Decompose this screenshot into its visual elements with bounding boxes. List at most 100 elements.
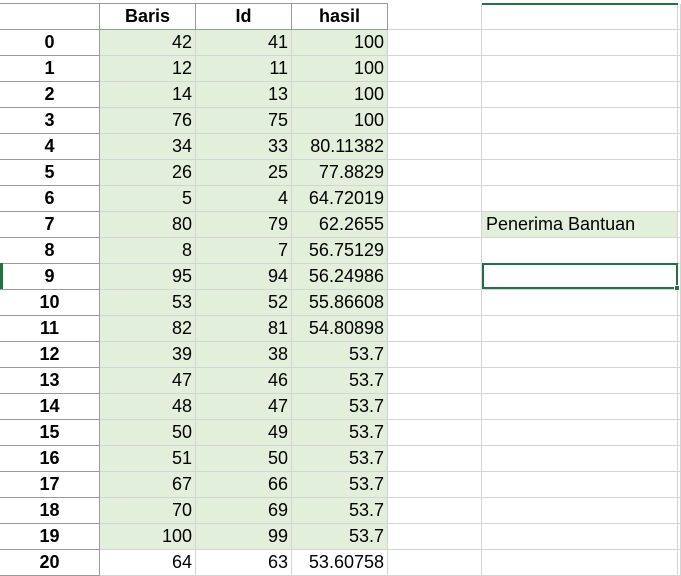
cell-baris[interactable]: 95: [100, 264, 196, 290]
cell-empty[interactable]: [388, 342, 482, 368]
cell-hasil[interactable]: 100: [292, 56, 388, 82]
cell-empty[interactable]: [482, 108, 678, 134]
cell-baris[interactable]: 47: [100, 368, 196, 394]
cell-id[interactable]: 47: [196, 394, 292, 420]
cell-baris[interactable]: 48: [100, 394, 196, 420]
cell-baris[interactable]: 64: [100, 550, 196, 576]
fill-handle[interactable]: [674, 285, 680, 291]
cell-empty[interactable]: [482, 30, 678, 56]
cell-hasil[interactable]: 53.7: [292, 342, 388, 368]
cell-hasil[interactable]: 64.72019: [292, 186, 388, 212]
cell-baris[interactable]: 39: [100, 342, 196, 368]
cell-id[interactable]: 4: [196, 186, 292, 212]
row-index[interactable]: 7: [0, 212, 100, 238]
cell-empty[interactable]: [388, 524, 482, 550]
cell-empty[interactable]: [482, 134, 678, 160]
cell-empty[interactable]: [482, 524, 678, 550]
cell-empty[interactable]: [388, 56, 482, 82]
cell-id[interactable]: 75: [196, 108, 292, 134]
cell-baris[interactable]: 67: [100, 472, 196, 498]
cell-empty[interactable]: [482, 446, 678, 472]
cell-empty[interactable]: [388, 82, 482, 108]
cell-empty[interactable]: [482, 82, 678, 108]
cell-empty[interactable]: [482, 394, 678, 420]
cell-empty[interactable]: [388, 290, 482, 316]
cell-id[interactable]: 94: [196, 264, 292, 290]
cell-id[interactable]: 52: [196, 290, 292, 316]
cell-empty[interactable]: [482, 238, 678, 264]
row-index[interactable]: 2: [0, 82, 100, 108]
header-empty[interactable]: [482, 4, 678, 30]
cell-empty[interactable]: [482, 160, 678, 186]
cell-baris[interactable]: 26: [100, 160, 196, 186]
cell-empty[interactable]: [388, 264, 482, 290]
cell-empty[interactable]: [388, 212, 482, 238]
cell-hasil[interactable]: 62.2655: [292, 212, 388, 238]
cell-empty[interactable]: [388, 498, 482, 524]
cell-hasil[interactable]: 53.7: [292, 472, 388, 498]
cell-id[interactable]: 79: [196, 212, 292, 238]
cell-id[interactable]: 41: [196, 30, 292, 56]
cell-baris[interactable]: 50: [100, 420, 196, 446]
row-index[interactable]: 20: [0, 550, 100, 576]
header-id[interactable]: Id: [196, 4, 292, 30]
cell-baris[interactable]: 70: [100, 498, 196, 524]
row-index[interactable]: 8: [0, 238, 100, 264]
cell-id[interactable]: 99: [196, 524, 292, 550]
row-index[interactable]: 3: [0, 108, 100, 134]
cell-empty[interactable]: [482, 368, 678, 394]
header-corner[interactable]: [0, 4, 100, 30]
cell-hasil[interactable]: 56.24986: [292, 264, 388, 290]
cell-empty[interactable]: [388, 550, 482, 576]
row-index[interactable]: 18: [0, 498, 100, 524]
row-index[interactable]: 14: [0, 394, 100, 420]
cell-id[interactable]: 33: [196, 134, 292, 160]
cell-id[interactable]: 11: [196, 56, 292, 82]
cell-empty[interactable]: [388, 238, 482, 264]
row-index[interactable]: 10: [0, 290, 100, 316]
cell-baris[interactable]: 8: [100, 238, 196, 264]
cell-empty[interactable]: [388, 368, 482, 394]
row-index[interactable]: 4: [0, 134, 100, 160]
cell-hasil[interactable]: 100: [292, 30, 388, 56]
row-index[interactable]: 13: [0, 368, 100, 394]
cell-empty[interactable]: [388, 394, 482, 420]
cell-empty[interactable]: [388, 316, 482, 342]
header-baris[interactable]: Baris: [100, 4, 196, 30]
cell-empty[interactable]: [388, 420, 482, 446]
cell-hasil[interactable]: 53.7: [292, 498, 388, 524]
row-index[interactable]: 11: [0, 316, 100, 342]
cell-empty[interactable]: [388, 30, 482, 56]
cell-hasil[interactable]: 53.7: [292, 394, 388, 420]
cell-id[interactable]: 38: [196, 342, 292, 368]
row-index[interactable]: 19: [0, 524, 100, 550]
row-index[interactable]: 6: [0, 186, 100, 212]
header-empty[interactable]: [388, 4, 482, 30]
cell-baris[interactable]: 80: [100, 212, 196, 238]
cell-id[interactable]: 25: [196, 160, 292, 186]
row-index[interactable]: 9: [0, 264, 100, 290]
cell-baris[interactable]: 34: [100, 134, 196, 160]
row-index[interactable]: 12: [0, 342, 100, 368]
cell-id[interactable]: 63: [196, 550, 292, 576]
cell-empty[interactable]: [482, 290, 678, 316]
cell-empty[interactable]: [388, 108, 482, 134]
cell-baris[interactable]: 100: [100, 524, 196, 550]
cell-baris[interactable]: 12: [100, 56, 196, 82]
cell-id[interactable]: 66: [196, 472, 292, 498]
row-index[interactable]: 0: [0, 30, 100, 56]
cell-hasil[interactable]: 80.11382: [292, 134, 388, 160]
cell-empty[interactable]: [482, 498, 678, 524]
cell-empty[interactable]: [482, 472, 678, 498]
cell-hasil[interactable]: 53.7: [292, 524, 388, 550]
active-cell-selection[interactable]: [482, 263, 678, 289]
cell-id[interactable]: 81: [196, 316, 292, 342]
cell-id[interactable]: 7: [196, 238, 292, 264]
cell-id[interactable]: 13: [196, 82, 292, 108]
cell-hasil[interactable]: 53.7: [292, 368, 388, 394]
header-hasil[interactable]: hasil: [292, 4, 388, 30]
cell-hasil[interactable]: 53.60758: [292, 550, 388, 576]
cell-empty[interactable]: [388, 160, 482, 186]
cell-baris[interactable]: 53: [100, 290, 196, 316]
cell-baris[interactable]: 42: [100, 30, 196, 56]
